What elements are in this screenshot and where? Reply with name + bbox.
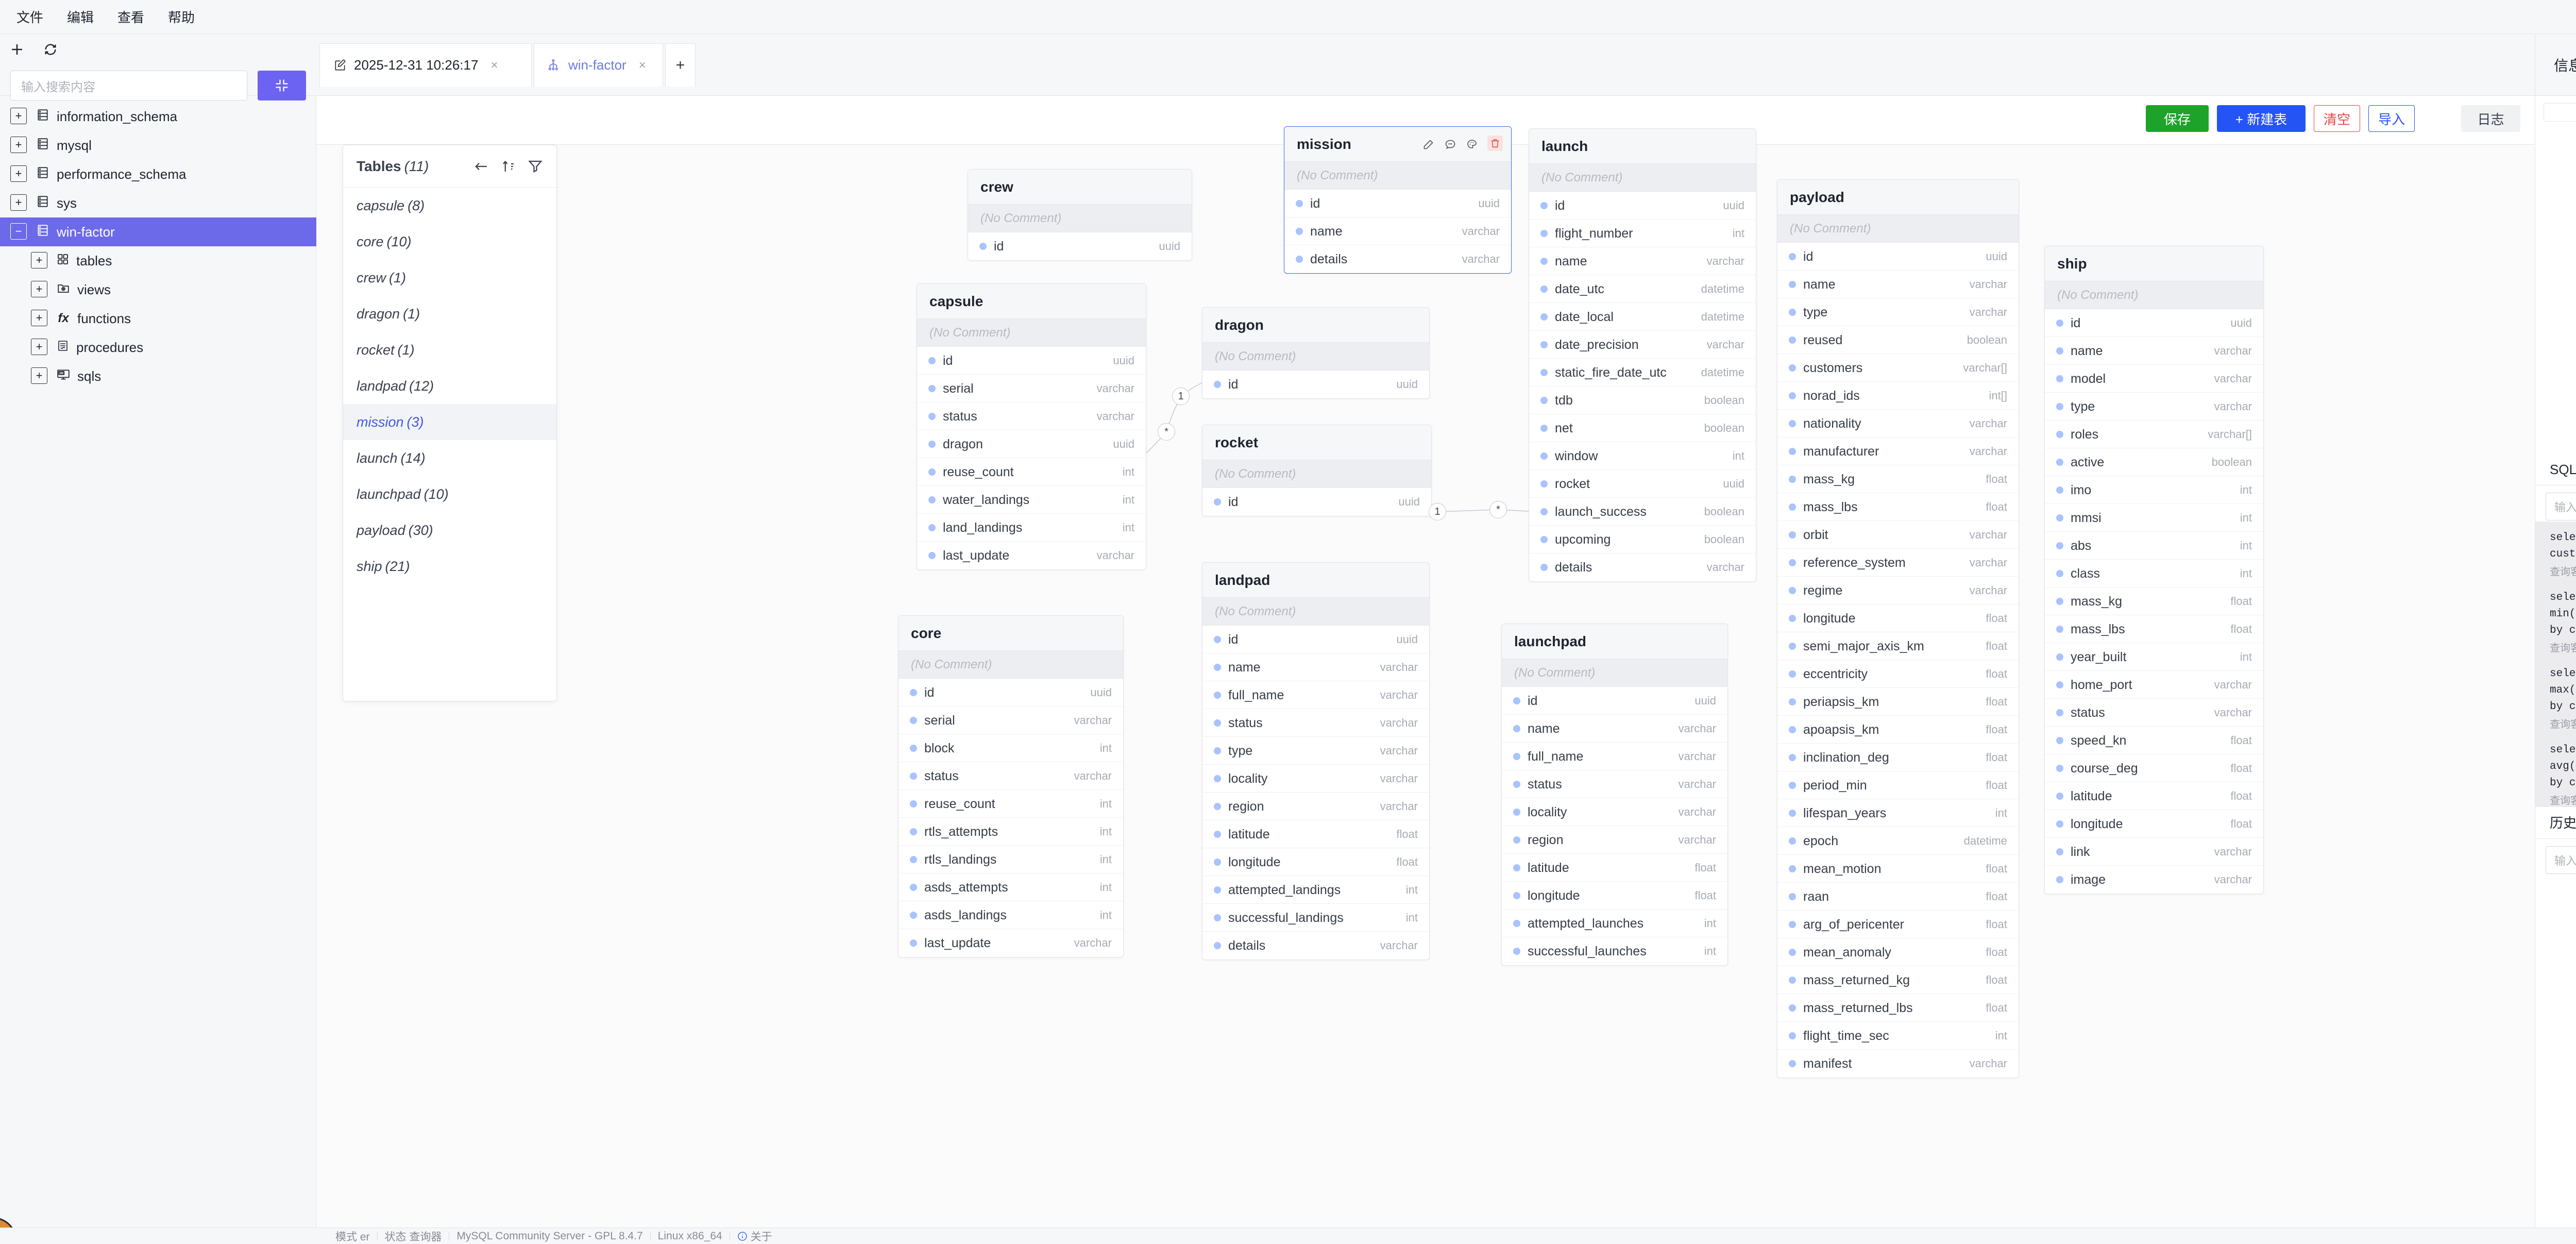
svg-text:SQL: SQL [59,372,65,375]
